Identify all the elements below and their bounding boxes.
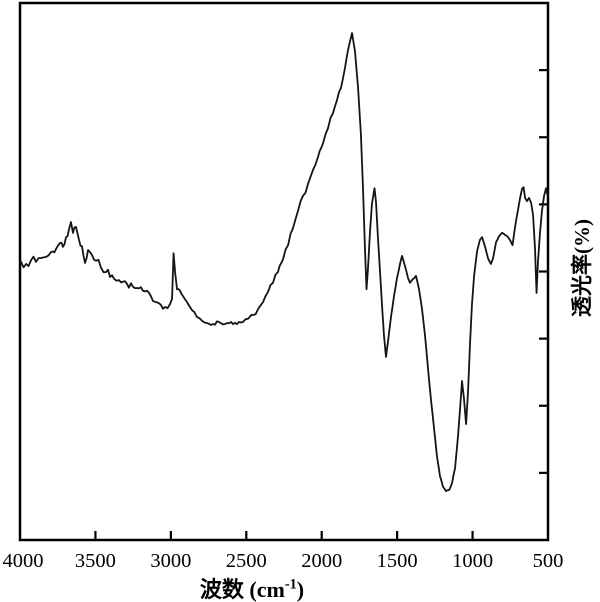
x-axis-title-superscript: -1 bbox=[284, 576, 297, 593]
axis-tick-labels: 4000 3500 3000 2500 2000 1500 1000 500 bbox=[3, 550, 564, 572]
x-axis-title-text: 波数 (cm bbox=[199, 577, 285, 602]
x-tick-label-1000: 1000 bbox=[452, 550, 493, 572]
spectrum-curve-layer bbox=[20, 32, 549, 493]
x-tick-label-500: 500 bbox=[533, 550, 564, 572]
plot-border bbox=[18, 1, 550, 542]
x-axis-title-close: ) bbox=[296, 577, 305, 602]
x-tick-label-3000: 3000 bbox=[150, 550, 191, 572]
spectrum-curve bbox=[20, 32, 549, 493]
x-axis-title: 波数 (cm-1) bbox=[200, 572, 304, 602]
y-axis-title: 透光率(%) bbox=[570, 219, 594, 317]
x-tick-label-1500: 1500 bbox=[377, 550, 418, 572]
x-tick-label-2000: 2000 bbox=[301, 550, 342, 572]
x-tick-label-2500: 2500 bbox=[226, 550, 267, 572]
axis-ticks bbox=[94, 69, 547, 539]
x-tick-label-3500: 3500 bbox=[75, 550, 116, 572]
x-tick-label-4000: 4000 bbox=[3, 550, 44, 572]
